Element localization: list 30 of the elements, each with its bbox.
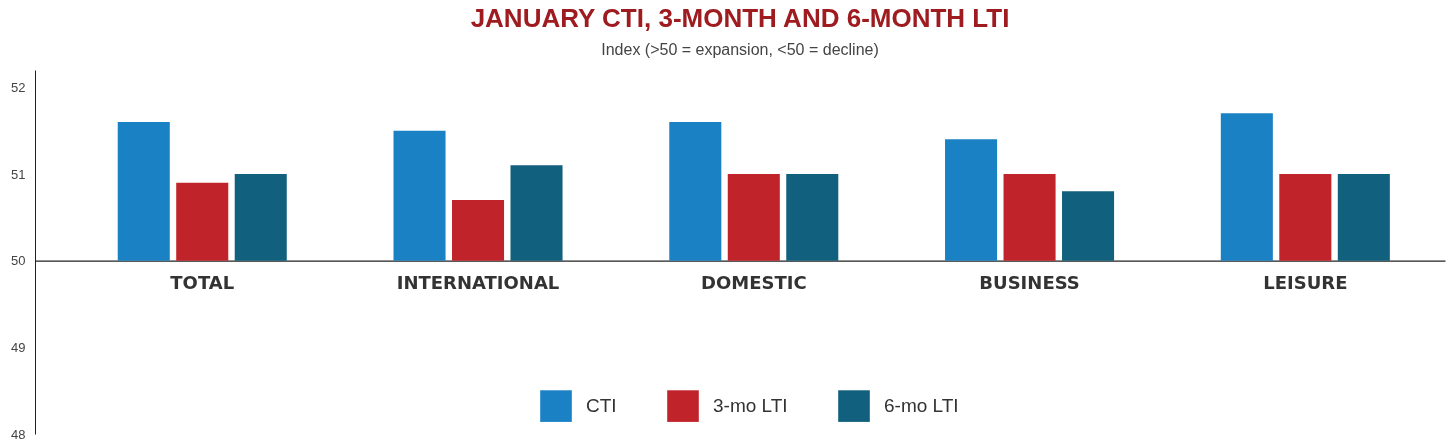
bar xyxy=(1062,191,1115,261)
bar xyxy=(451,200,505,261)
x-tick-label: TOTAL xyxy=(170,272,235,294)
x-tick-label: INTERNATIONAL xyxy=(396,272,560,294)
bar xyxy=(1337,174,1390,261)
bar xyxy=(786,174,839,261)
bar xyxy=(945,139,998,261)
bar xyxy=(234,174,287,261)
bar xyxy=(669,122,722,261)
bar xyxy=(117,122,170,261)
legend-label: 6-mo LTI xyxy=(884,395,959,417)
chart-subtitle: Index (>50 = expansion, <50 = decline) xyxy=(601,41,879,58)
bar xyxy=(510,165,563,261)
y-tick-label: 50 xyxy=(11,253,26,269)
x-tick-label: LEISURE xyxy=(1263,272,1348,294)
x-tick-label: BUSINESS xyxy=(979,272,1080,294)
bar xyxy=(727,174,780,261)
y-tick-label: 51 xyxy=(11,166,26,182)
y-tick-label: 48 xyxy=(11,426,26,442)
bar xyxy=(176,182,229,261)
bar xyxy=(1220,113,1273,261)
bar xyxy=(1279,174,1332,261)
legend-label: CTI xyxy=(586,395,617,417)
legend-label: 3-mo LTI xyxy=(713,395,788,417)
x-tick-label: DOMESTIC xyxy=(700,272,807,294)
bar xyxy=(393,130,446,261)
y-tick-label: 52 xyxy=(11,79,26,95)
y-tick-label: 49 xyxy=(11,339,26,355)
bar xyxy=(1003,174,1056,261)
chart-title: JANUARY CTI, 3-MONTH AND 6-MONTH LTI xyxy=(470,3,1010,33)
